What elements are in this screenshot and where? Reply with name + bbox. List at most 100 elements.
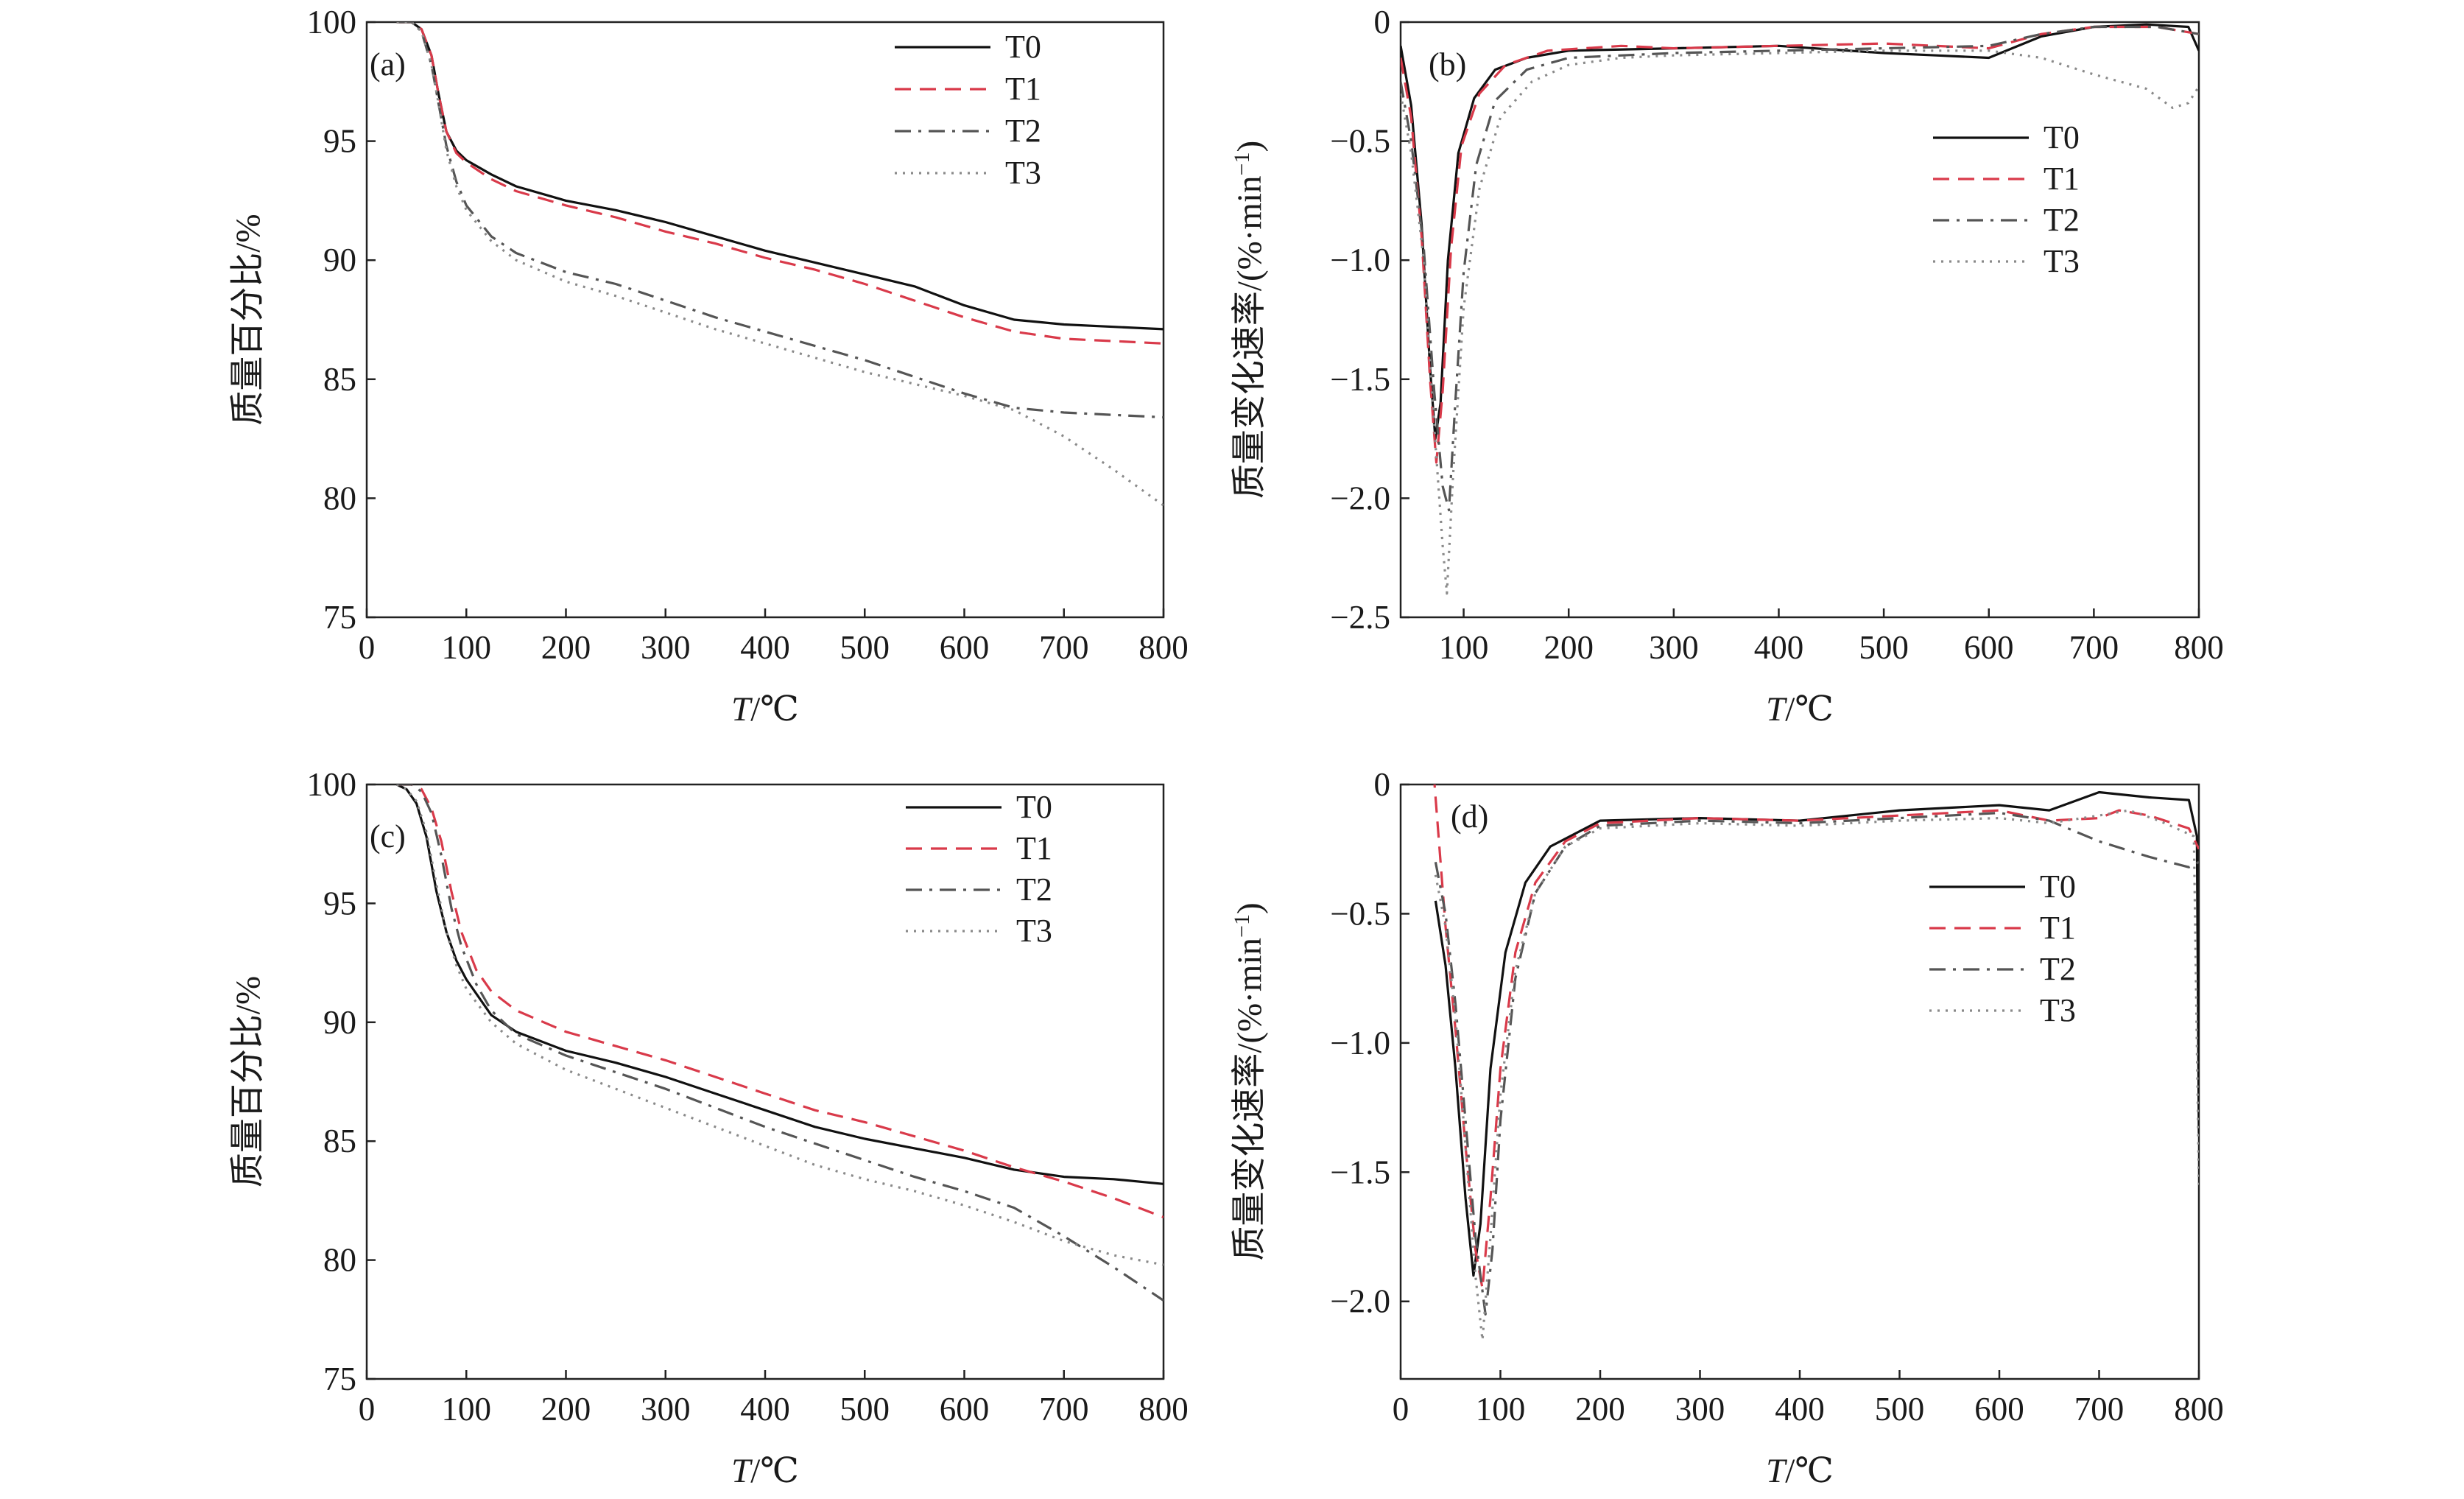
panel-b: 100 200 300 400 500 600 700 800 −2.5 −2.0 −1.5 −1.0… bbox=[1230, 4, 2224, 729]
legend-label-t3: T3 bbox=[2040, 992, 2076, 1028]
series-line-t1 bbox=[396, 22, 1164, 345]
x-tick-label: 700 bbox=[1039, 629, 1089, 666]
x-tick-label: 300 bbox=[641, 629, 691, 666]
y-axis-title-sup: −1 bbox=[1230, 914, 1254, 938]
x-tick-label: 600 bbox=[1974, 1391, 2024, 1428]
x-axis-variable: T bbox=[1766, 690, 1787, 729]
x-tick-label: 400 bbox=[740, 1391, 790, 1428]
x-tick-label: 700 bbox=[2074, 1391, 2125, 1428]
x-tick-label: 400 bbox=[1754, 629, 1804, 666]
legend-label-t2: T2 bbox=[1016, 871, 1052, 908]
y-tick-label: −0.5 bbox=[1330, 123, 1390, 160]
legend-label-t3: T3 bbox=[2044, 243, 2080, 279]
x-tick-label: 200 bbox=[1575, 1391, 1625, 1428]
legend-label-t2: T2 bbox=[1005, 113, 1041, 149]
x-tick-label: 800 bbox=[2174, 1391, 2224, 1428]
x-tick-label: 600 bbox=[940, 1391, 990, 1428]
legend-label-t1: T1 bbox=[1016, 830, 1052, 866]
series-line-t0 bbox=[396, 22, 1164, 331]
panel-label: (c) bbox=[370, 818, 406, 854]
series-line-t3 bbox=[1401, 49, 2199, 595]
series-line-t0 bbox=[395, 784, 1164, 1185]
y-tick-label: 85 bbox=[323, 1123, 356, 1159]
x-tick-label: 800 bbox=[1138, 629, 1189, 666]
y-tick-label: 0 bbox=[1374, 4, 1391, 41]
x-tick-label: 0 bbox=[359, 1391, 376, 1428]
series-line-t2 bbox=[396, 784, 1164, 1302]
x-tick-label: 100 bbox=[442, 1391, 492, 1428]
x-tick-label: 300 bbox=[1675, 1391, 1725, 1428]
legend-label-t3: T3 bbox=[1016, 913, 1052, 949]
legend: T0 T1 T2 T3 bbox=[906, 789, 1052, 949]
x-axis-title: T/℃ bbox=[731, 690, 799, 729]
y-tick-label: 100 bbox=[307, 766, 357, 803]
series-line-t2 bbox=[396, 22, 1164, 419]
y-tick-label: 75 bbox=[323, 599, 356, 636]
x-tick-label: 200 bbox=[541, 1391, 591, 1428]
x-axis-unit: /℃ bbox=[1785, 690, 1834, 729]
x-tick-label: 200 bbox=[541, 629, 591, 666]
y-tick-label: −1.0 bbox=[1330, 242, 1390, 278]
series-line-t2 bbox=[1434, 812, 2199, 1316]
legend-label-t1: T1 bbox=[1005, 71, 1041, 107]
y-tick-label: −1.0 bbox=[1330, 1025, 1390, 1061]
series-line-t3 bbox=[396, 22, 1164, 507]
x-tick-label: 600 bbox=[940, 629, 990, 666]
y-tick-label: −1.5 bbox=[1330, 1154, 1390, 1190]
x-tick-label: 600 bbox=[1964, 629, 2014, 666]
legend-label-t0: T0 bbox=[2044, 119, 2080, 155]
x-axis-unit: /℃ bbox=[750, 690, 799, 729]
x-axis-variable: T bbox=[1766, 1452, 1787, 1490]
legend-label-t0: T0 bbox=[1005, 29, 1041, 65]
x-tick-label: 100 bbox=[1439, 629, 1489, 666]
x-tick-label: 700 bbox=[2069, 629, 2119, 666]
x-axis-variable: T bbox=[731, 690, 753, 729]
legend-label-t2: T2 bbox=[2040, 951, 2076, 987]
panel-a: 0 100 200 300 400 500 600 700 800 75 80 85 90 95 100 T/… bbox=[229, 4, 1189, 729]
x-axis-unit: /℃ bbox=[750, 1452, 799, 1490]
legend-label-t1: T1 bbox=[2040, 910, 2076, 946]
y-tick-label: 90 bbox=[323, 242, 356, 278]
y-tick-label: −2.5 bbox=[1330, 599, 1390, 636]
x-tick-label: 500 bbox=[1875, 1391, 1925, 1428]
legend-label-t3: T3 bbox=[1005, 155, 1041, 191]
series-line-t0 bbox=[1434, 790, 2199, 1277]
y-axis-title-end: ) bbox=[1231, 141, 1269, 152]
panel-label: (b) bbox=[1429, 46, 1466, 83]
x-tick-label: 400 bbox=[740, 629, 790, 666]
x-tick-label: 200 bbox=[1543, 629, 1594, 666]
y-tick-label: −0.5 bbox=[1330, 895, 1390, 932]
y-tick-label: 80 bbox=[323, 480, 356, 516]
x-tick-label: 500 bbox=[840, 629, 890, 666]
series-line-t1 bbox=[1433, 784, 2199, 1290]
panel-c: 0 100 200 300 400 500 600 700 800 75 80 85 90 95 100 T/… bbox=[229, 766, 1189, 1490]
panel-label: (a) bbox=[370, 46, 406, 83]
y-axis-title: 质量变化速率/(%·min−1) bbox=[1230, 141, 1270, 499]
x-tick-label: 400 bbox=[1775, 1391, 1825, 1428]
y-axis-title: 质量百分比/% bbox=[229, 976, 267, 1187]
legend-label-t2: T2 bbox=[2044, 202, 2080, 238]
y-axis-title: 质量变化速率/(%·min−1) bbox=[1230, 902, 1270, 1260]
y-tick-label: −1.5 bbox=[1330, 361, 1390, 398]
x-tick-label: 500 bbox=[1859, 629, 1909, 666]
y-axis-title-main: 质量变化速率/(%·min bbox=[1231, 175, 1269, 499]
y-tick-label: 95 bbox=[323, 885, 356, 921]
x-tick-label: 0 bbox=[359, 629, 376, 666]
plot-frame bbox=[365, 21, 1165, 619]
x-axis-title: T/℃ bbox=[1766, 690, 1834, 729]
legend-label-t0: T0 bbox=[2040, 868, 2076, 905]
x-tick-label: 300 bbox=[1649, 629, 1699, 666]
y-axis-title-end: ) bbox=[1231, 902, 1269, 914]
x-tick-label: 0 bbox=[1393, 1391, 1409, 1428]
y-tick-label: 75 bbox=[323, 1361, 356, 1397]
series-line-t3 bbox=[1434, 809, 2199, 1341]
plot-frame bbox=[1399, 783, 2200, 1380]
y-axis-title-main: 质量变化速率/(%·min bbox=[1231, 938, 1269, 1261]
y-tick-label: 0 bbox=[1374, 766, 1391, 803]
y-axis-title: 质量百分比/% bbox=[229, 214, 267, 425]
panel-label: (d) bbox=[1451, 798, 1488, 835]
y-tick-label: 95 bbox=[323, 123, 356, 160]
x-tick-label: 300 bbox=[641, 1391, 691, 1428]
x-axis-unit: /℃ bbox=[1785, 1452, 1834, 1490]
x-tick-label: 700 bbox=[1039, 1391, 1089, 1428]
